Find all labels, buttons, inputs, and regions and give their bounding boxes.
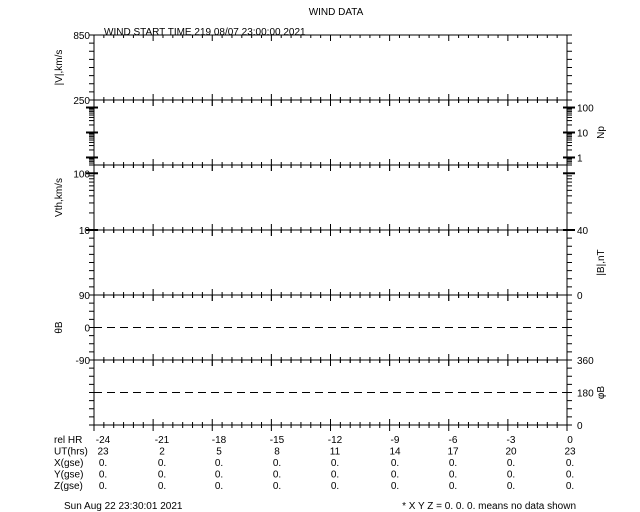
panel-2: 100 10 1 Np xyxy=(86,99,607,171)
table-cell: 0. xyxy=(449,481,457,492)
table-cell: 0. xyxy=(449,470,457,481)
table-cell: 0. xyxy=(391,481,399,492)
row-label: UT(hrs) xyxy=(54,447,88,458)
table-cell: 0. xyxy=(99,458,107,469)
panel-frame xyxy=(93,99,568,166)
y-tick-label: 40 xyxy=(577,226,589,237)
table-cell: 0. xyxy=(273,481,281,492)
table-cell: 0. xyxy=(566,470,574,481)
y-tick-label: 100 xyxy=(73,169,90,180)
table-cell: 17 xyxy=(447,447,459,458)
y-axis-label: |V|,km/s xyxy=(54,50,65,86)
y-axis-label: θB xyxy=(54,321,65,334)
panel-frame xyxy=(93,229,568,296)
table-cell: -9 xyxy=(391,435,400,446)
table-cell: 0. xyxy=(273,458,281,469)
table-cell: -24 xyxy=(96,435,111,446)
panel-frame xyxy=(93,164,568,231)
y-tick-label: 0 xyxy=(577,421,583,432)
table-cell: 2 xyxy=(159,447,165,458)
table-cell: -21 xyxy=(155,435,170,446)
table-cell: 0. xyxy=(449,458,457,469)
y-axis-label: Np xyxy=(596,126,607,139)
table-cell: -15 xyxy=(270,435,285,446)
row-label: rel HR xyxy=(54,435,82,446)
table-cell: 0. xyxy=(158,458,166,469)
panel-3: 100 10 Vth,km/s xyxy=(54,164,575,237)
y-tick-label: 0 xyxy=(84,324,90,335)
y-tick-label: 90 xyxy=(79,291,91,302)
table-cell: 0. xyxy=(331,481,339,492)
y-axis-label: Vth,km/s xyxy=(54,178,65,217)
chart-subtitle: WIND START TIME 219 08/07 23:00:00 2021 xyxy=(104,27,306,38)
y-tick-label: 180 xyxy=(577,389,594,400)
table-cell: -12 xyxy=(328,435,343,446)
table-cell: 0. xyxy=(507,458,515,469)
table-row: UT(hrs) 23 2 5 8 11 14 17 20 23 xyxy=(54,447,576,458)
table-cell: 0. xyxy=(215,470,223,481)
panel-5: 90 0 -90 θB xyxy=(54,291,572,367)
y-tick-label: 10 xyxy=(79,226,91,237)
table-cell: 14 xyxy=(389,447,401,458)
chart-title: WIND DATA xyxy=(309,7,364,18)
table-row: rel HR -24 -21 -18 -15 -12 -9 -6 -3 0 xyxy=(54,435,573,446)
table-cell: 0. xyxy=(215,458,223,469)
table-cell: -3 xyxy=(507,435,516,446)
panel-1: 850 250 |V|,km/s xyxy=(54,31,572,107)
table-cell: 0. xyxy=(566,458,574,469)
table-row: X(gse) 0. 0. 0. 0. 0. 0. 0. 0. 0. xyxy=(54,458,574,469)
table-cell: 0. xyxy=(331,458,339,469)
table-row: Y(gse) 0. 0. 0. 0. 0. 0. 0. 0. 0. xyxy=(54,470,574,481)
y-axis-label: |B|,nT xyxy=(596,249,607,275)
y-tick-label: 250 xyxy=(73,96,90,107)
table-cell: -6 xyxy=(449,435,458,446)
table-cell: 0. xyxy=(215,481,223,492)
table-cell: 0. xyxy=(158,481,166,492)
panel-4: 40 0 |B|,nT xyxy=(89,226,607,302)
y-tick-label: 0 xyxy=(577,291,583,302)
table-cell: 23 xyxy=(97,447,109,458)
table-cell: 20 xyxy=(505,447,517,458)
table-row: Z(gse) 0. 0. 0. 0. 0. 0. 0. 0. 0. xyxy=(54,481,574,492)
y-tick-label: 10 xyxy=(577,129,589,140)
table-cell: 11 xyxy=(330,447,341,458)
table-cell: 23 xyxy=(564,447,576,458)
table-cell: 0. xyxy=(507,470,515,481)
table-cell: -18 xyxy=(212,435,227,446)
table-cell: 5 xyxy=(216,447,222,458)
panel-6: 360 180 0 φB xyxy=(89,356,607,432)
table-cell: 0. xyxy=(391,458,399,469)
table-cell: 0. xyxy=(507,481,515,492)
panel-frame xyxy=(93,34,568,101)
table-cell: 0. xyxy=(331,470,339,481)
y-tick-label: 100 xyxy=(577,104,594,115)
footer-timestamp: Sun Aug 22 23:30:01 2021 xyxy=(64,501,183,512)
table-cell: 0. xyxy=(391,470,399,481)
table-cell: 0. xyxy=(158,470,166,481)
y-tick-label: 360 xyxy=(577,356,594,367)
table-cell: 0. xyxy=(99,470,107,481)
row-label: X(gse) xyxy=(54,458,83,469)
y-tick-label: -90 xyxy=(76,356,91,367)
footer-note: * X Y Z = 0. 0. 0. means no data shown xyxy=(402,501,576,512)
y-tick-label: 850 xyxy=(73,31,90,42)
table-cell: 8 xyxy=(274,447,280,458)
row-label: Z(gse) xyxy=(54,481,83,492)
row-label: Y(gse) xyxy=(54,470,83,481)
table-cell: 0. xyxy=(273,470,281,481)
y-tick-label: 1 xyxy=(577,153,583,164)
y-axis-label: φB xyxy=(596,386,607,399)
table-cell: 0. xyxy=(566,481,574,492)
table-cell: 0 xyxy=(567,435,573,446)
table-cell: 0. xyxy=(99,481,107,492)
